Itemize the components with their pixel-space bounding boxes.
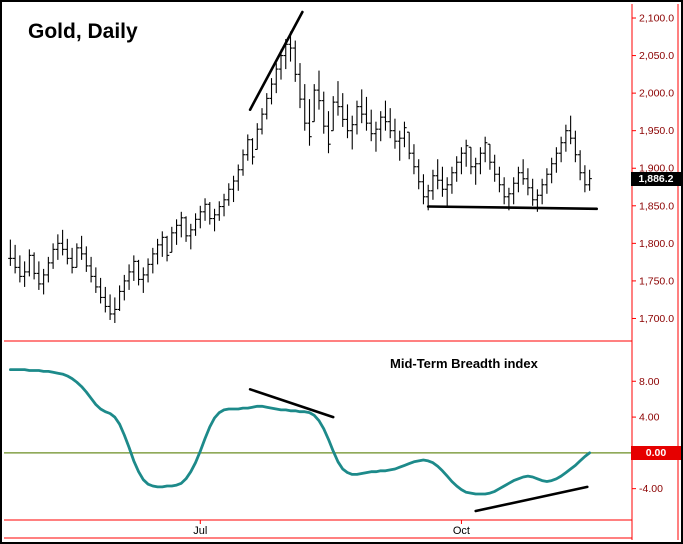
breadth-up-trendline	[474, 485, 589, 513]
chart-title: Gold, Daily	[28, 20, 138, 43]
y-axis-tick-label: 1,900.0	[639, 163, 674, 175]
y-axis-tick-label: 1,700.0	[639, 313, 674, 325]
last-price-label: 1,886.2	[631, 172, 681, 186]
y-axis-tick-label: 2,100.0	[639, 13, 674, 25]
breadth-panel-title: Mid-Term Breadth index	[390, 356, 538, 371]
breadth-down-trendline	[248, 387, 335, 419]
y-axis-tick-label: -4.00	[639, 483, 663, 495]
rally-trendline	[248, 10, 304, 111]
y-axis-tick-label: 1,950.0	[639, 125, 674, 137]
y-axis-tick-label: 1,800.0	[639, 238, 674, 250]
breadth-value-label: 0.00	[631, 446, 681, 460]
x-axis-tick-label: Jul	[193, 525, 207, 537]
price-bars	[8, 31, 592, 323]
y-axis-tick-label: 4.00	[639, 412, 660, 424]
y-axis-tick-label: 2,050.0	[639, 50, 674, 62]
y-axis-tick-label: 1,850.0	[639, 200, 674, 212]
x-axis-tick-label: Oct	[453, 525, 470, 537]
y-axis-tick-label: 8.00	[639, 376, 660, 388]
breadth-line	[8, 368, 591, 496]
y-axis-tick-label: 2,000.0	[639, 88, 674, 100]
y-axis-tick-label: 1,750.0	[639, 275, 674, 287]
support-line	[426, 205, 599, 211]
